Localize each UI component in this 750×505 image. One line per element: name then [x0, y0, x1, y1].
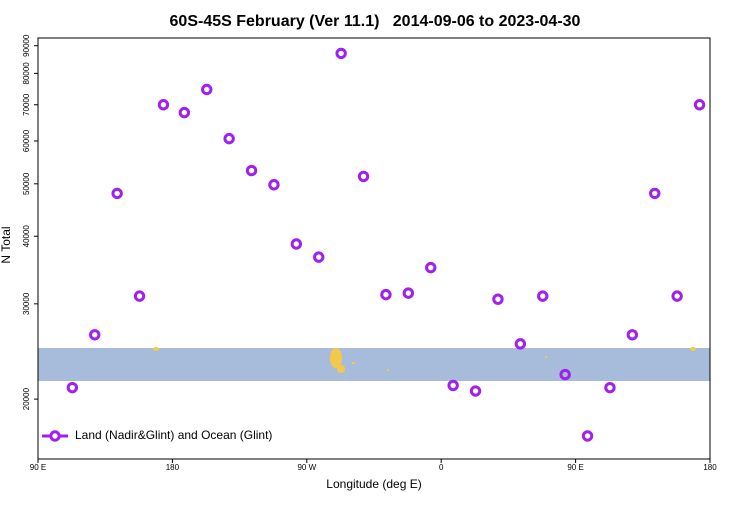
- x-tick-label: 90 W: [297, 463, 316, 472]
- x-tick-label: 180: [703, 463, 717, 472]
- y-tick-label: 90000: [22, 34, 31, 57]
- data-point: [245, 164, 258, 177]
- y-tick-label: 70000: [22, 93, 31, 116]
- legend-label: Land (Nadir&Glint) and Ocean (Glint): [75, 428, 272, 442]
- data-point: [604, 381, 616, 394]
- data-point: [514, 338, 527, 350]
- data-point: [671, 290, 683, 302]
- data-point: [178, 106, 191, 119]
- data-point: [559, 368, 571, 381]
- data-point: [290, 238, 303, 250]
- data-point: [402, 287, 415, 299]
- data-point: [649, 187, 661, 200]
- x-axis-label: Longitude (deg E): [326, 477, 421, 491]
- x-tick-label: 90 E: [567, 463, 583, 472]
- x-tick-label: 180: [166, 463, 180, 472]
- map-band: [38, 348, 710, 381]
- chart-title: 60S-45S February (Ver 11.1) 2014-09-06 t…: [170, 13, 581, 30]
- land-blobs: [153, 347, 696, 373]
- data-point: [357, 170, 370, 183]
- data-point: [380, 288, 392, 301]
- data-point: [469, 385, 482, 397]
- data-point: [223, 132, 235, 145]
- data-point: [537, 290, 549, 302]
- y-tick-label: 60000: [22, 129, 31, 152]
- data-point: [111, 187, 123, 200]
- data-point: [447, 379, 459, 392]
- data-point: [581, 430, 594, 442]
- data-point: [201, 83, 213, 96]
- data-point: [425, 261, 437, 274]
- legend: Land (Nadir&Glint) and Ocean (Glint): [42, 428, 272, 442]
- y-tick-label: 80000: [22, 62, 31, 85]
- legend-marker: [49, 430, 61, 442]
- y-tick-label: 30000: [22, 292, 31, 315]
- data-point: [157, 99, 170, 111]
- data-point: [693, 99, 706, 111]
- data-point: [313, 251, 325, 263]
- x-tick-label: 90 E: [30, 463, 46, 472]
- data-point: [89, 329, 101, 341]
- data-point: [133, 290, 146, 302]
- y-tick-label: 50000: [22, 172, 31, 195]
- plot-frame: [37, 37, 711, 460]
- x-tick-label: 0: [439, 463, 444, 472]
- data-point: [335, 47, 347, 60]
- data-point: [268, 179, 280, 191]
- y-tick-label: 40000: [22, 225, 31, 248]
- y-tick-label: 20000: [22, 387, 31, 410]
- y-axis-label: N Total: [0, 226, 13, 263]
- data-point: [492, 293, 504, 305]
- data-point: [66, 381, 79, 394]
- data-point: [626, 329, 639, 341]
